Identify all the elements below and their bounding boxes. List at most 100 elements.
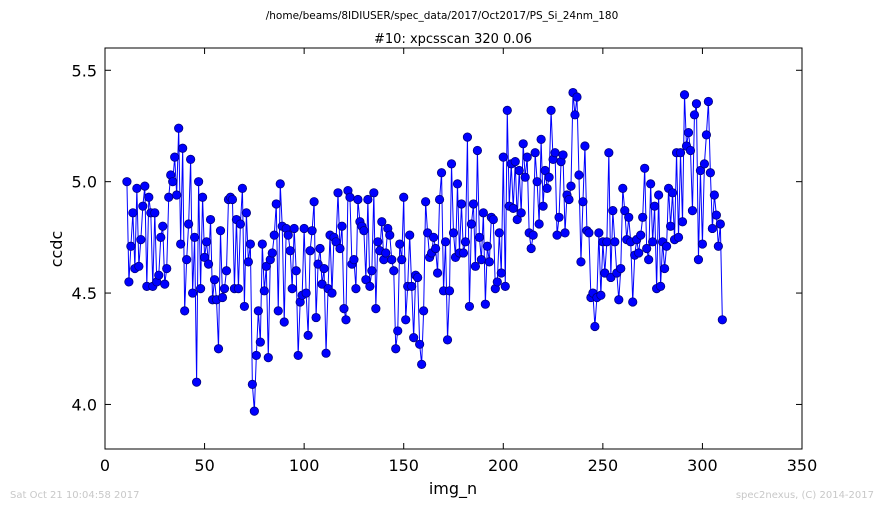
data-point — [299, 223, 309, 234]
data-point — [245, 239, 255, 249]
data-point — [337, 221, 347, 231]
data-point — [480, 299, 490, 309]
data-point — [219, 283, 230, 294]
data-point — [430, 243, 441, 254]
data-point — [122, 177, 132, 187]
y-axis-label: ccdc — [47, 231, 66, 268]
x-tick-label: 300 — [687, 456, 718, 475]
data-point — [327, 288, 337, 298]
data-point — [389, 266, 399, 276]
data-point — [164, 192, 174, 202]
x-tick-label: 250 — [588, 456, 619, 475]
data-point — [476, 255, 486, 265]
data-point — [460, 237, 471, 247]
data-point — [705, 168, 715, 178]
data-point — [703, 96, 714, 107]
data-point — [494, 228, 504, 238]
data-point — [578, 197, 588, 207]
data-point — [665, 221, 676, 231]
data-point — [717, 315, 727, 325]
data-point — [311, 312, 321, 323]
data-point — [530, 148, 540, 158]
data-point — [377, 217, 387, 227]
data-point — [178, 143, 188, 153]
data-point — [168, 177, 178, 187]
data-point — [124, 277, 134, 287]
data-point — [192, 377, 202, 387]
data-point — [217, 292, 228, 303]
data-point — [309, 197, 319, 207]
data-point — [496, 268, 506, 278]
data-point — [367, 266, 377, 276]
data-point — [644, 255, 654, 265]
data-point — [677, 217, 688, 227]
data-point — [564, 194, 574, 205]
data-point — [134, 261, 144, 271]
data-point — [255, 337, 265, 347]
data-point — [305, 246, 315, 256]
data-point — [432, 268, 443, 278]
data-point — [498, 152, 508, 162]
data-point — [138, 201, 148, 211]
data-point — [446, 159, 457, 169]
data-point — [715, 219, 725, 229]
data-point — [345, 192, 355, 202]
data-point — [263, 353, 273, 363]
data-point — [213, 344, 224, 354]
data-point — [371, 304, 381, 314]
data-point — [656, 281, 666, 291]
data-point — [534, 219, 544, 229]
data-point — [188, 288, 198, 298]
data-series — [122, 87, 727, 416]
data-point — [174, 123, 184, 133]
data-point — [508, 203, 518, 213]
data-point — [691, 99, 702, 109]
chart-suptitle: /home/beams/8IDIUSER/spec_data/2017/Oct2… — [266, 10, 619, 22]
y-tick-label: 4.0 — [72, 395, 97, 414]
data-point — [194, 177, 204, 187]
data-point — [512, 214, 522, 225]
data-point — [560, 228, 570, 238]
data-point — [464, 301, 475, 312]
data-point — [273, 306, 283, 316]
data-point — [215, 226, 226, 236]
data-point — [132, 183, 142, 193]
data-point — [369, 188, 379, 198]
data-point — [203, 259, 214, 269]
data-point — [154, 270, 164, 280]
x-tick-label: 350 — [787, 456, 818, 475]
x-tick-label: 0 — [100, 456, 110, 475]
data-point — [520, 172, 530, 182]
data-point — [190, 232, 200, 242]
data-point — [140, 181, 150, 191]
data-point — [484, 257, 494, 267]
data-point — [363, 194, 373, 205]
data-point — [279, 317, 289, 327]
y-tick-label: 4.5 — [72, 284, 97, 303]
data-point — [351, 283, 361, 294]
footer-timestamp: Sat Oct 21 10:04:58 2017 — [10, 490, 140, 501]
data-point — [648, 237, 658, 247]
x-axis-label: img_n — [429, 479, 477, 499]
data-point — [584, 228, 594, 238]
data-point — [307, 226, 317, 236]
data-point — [247, 379, 257, 389]
data-point — [628, 297, 638, 307]
data-point — [667, 188, 678, 198]
data-point — [197, 192, 208, 202]
data-point — [405, 230, 415, 240]
data-point — [468, 199, 479, 209]
data-point — [440, 237, 451, 247]
data-point — [687, 206, 698, 216]
data-point — [618, 183, 628, 193]
data-point — [502, 105, 512, 115]
data-point — [697, 239, 708, 249]
data-point — [695, 165, 706, 176]
data-point — [711, 210, 721, 220]
data-point — [693, 255, 704, 265]
data-point — [162, 263, 172, 274]
data-point — [359, 226, 369, 236]
data-point — [182, 255, 192, 265]
data-point — [620, 206, 630, 216]
